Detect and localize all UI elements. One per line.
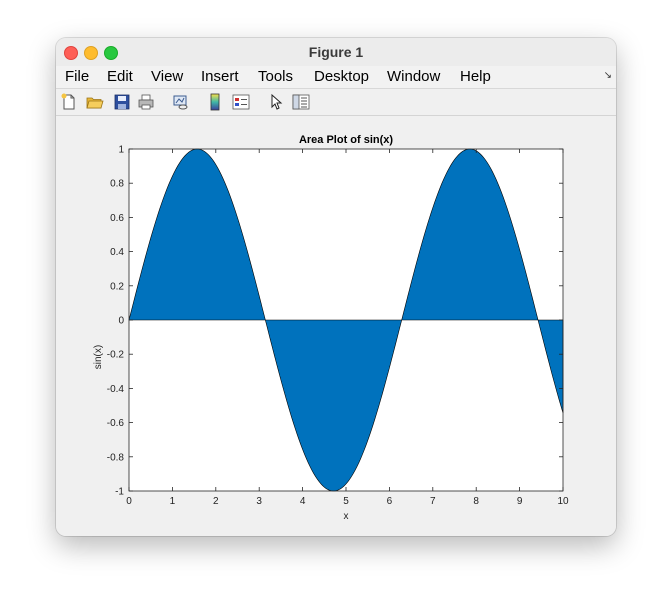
- menu-desktop[interactable]: Desktop: [314, 68, 370, 85]
- maximize-button[interactable]: [104, 46, 118, 60]
- new-figure-icon[interactable]: [60, 93, 78, 111]
- x-tick-label: 6: [387, 496, 393, 507]
- x-tick-label: 2: [213, 496, 219, 507]
- x-tick-label: 5: [343, 496, 349, 507]
- save-icon[interactable]: [113, 93, 131, 111]
- chart-title: Area Plot of sin(x): [299, 134, 393, 146]
- y-tick-label: 0.2: [110, 281, 124, 292]
- y-tick-label: 0.4: [110, 247, 124, 258]
- y-tick-label: 1: [118, 145, 124, 156]
- menu-bar: File Edit View Insert Tools Desktop Wind…: [56, 66, 616, 89]
- x-tick-label: 7: [430, 496, 436, 507]
- y-tick-label: 0.8: [110, 179, 124, 190]
- area-series-0[interactable]: [128, 148, 564, 492]
- menu-tools[interactable]: Tools: [258, 68, 294, 85]
- open-file-icon[interactable]: [86, 93, 104, 111]
- y-axis-label: sin(x): [93, 345, 104, 369]
- x-tick-label: 4: [300, 496, 306, 507]
- link-plot-icon[interactable]: [172, 93, 190, 111]
- y-tick-label: -1: [115, 487, 124, 498]
- window-title: Figure 1: [308, 44, 364, 60]
- menu-view[interactable]: View: [151, 68, 184, 85]
- print-icon[interactable]: [137, 93, 155, 111]
- title-bar[interactable]: Figure 1: [56, 38, 616, 66]
- menu-help[interactable]: Help: [460, 68, 491, 85]
- x-tick-label: 1: [170, 496, 176, 507]
- menu-edit[interactable]: Edit: [107, 68, 133, 85]
- y-tick-label: -0.2: [107, 350, 125, 361]
- colorbar-icon[interactable]: [206, 93, 224, 111]
- close-button[interactable]: [64, 46, 78, 60]
- y-tick-label: 0: [118, 316, 124, 327]
- x-tick-label: 8: [473, 496, 479, 507]
- dock-arrow-icon[interactable]: ↘: [603, 70, 612, 81]
- minimize-button[interactable]: [84, 46, 98, 60]
- area-plot[interactable]: Area Plot of sin(x) 0 1 2 3 4 5 6 7 8 9 10 1 0.8 0.6 0…: [56, 116, 616, 536]
- y-tick-label: 0.6: [110, 213, 124, 224]
- legend-icon[interactable]: [232, 93, 250, 111]
- x-tick-label: 3: [256, 496, 262, 507]
- toolbar: [56, 89, 616, 116]
- x-tick-label: 9: [517, 496, 523, 507]
- x-axis-label: x: [344, 511, 349, 522]
- property-inspector-icon[interactable]: [292, 93, 310, 111]
- x-tick-label: 0: [126, 496, 132, 507]
- y-tick-label: -0.4: [107, 384, 125, 395]
- menu-insert[interactable]: Insert: [201, 68, 239, 85]
- figure-window: Figure 1 File Edit View Insert Tools Des…: [56, 38, 616, 536]
- figure-canvas[interactable]: Area Plot of sin(x) 0 1 2 3 4 5 6 7 8 9 10 1 0.8 0.6 0…: [56, 116, 616, 536]
- y-tick-label: -0.8: [107, 452, 125, 463]
- x-tick-label: 10: [557, 496, 569, 507]
- y-tick-label: -0.6: [107, 418, 125, 429]
- menu-window[interactable]: Window: [387, 68, 441, 85]
- pointer-icon[interactable]: [267, 93, 285, 111]
- menu-file[interactable]: File: [65, 68, 90, 85]
